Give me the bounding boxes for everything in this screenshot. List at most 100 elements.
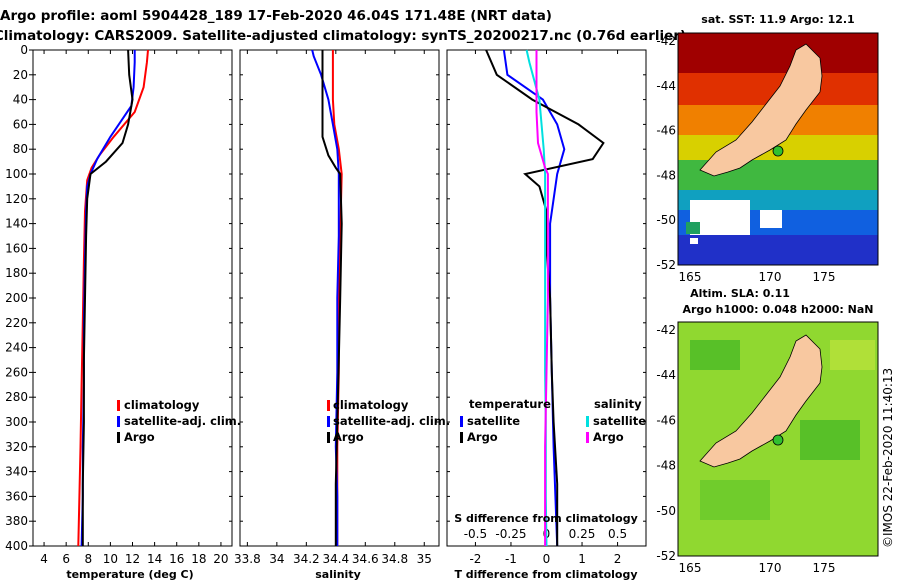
legend-swatch-climatology — [117, 400, 120, 411]
s-difference-tick-label: 0.25 — [569, 527, 596, 541]
x-tick-label: 34 — [269, 552, 284, 566]
s-difference-tick-label: -0.5 — [464, 527, 487, 541]
depth-tick-label: 220 — [5, 316, 28, 330]
depth-tick-label: 300 — [5, 415, 28, 429]
temperature-lines — [77, 49, 149, 547]
depth-tick-label: 280 — [5, 390, 28, 404]
legend-sal-satellite-label: satellite — [593, 414, 646, 428]
series-line-temperature-satellite — [502, 49, 566, 547]
map-y-tick-label: -44 — [656, 79, 676, 93]
x-tick-label: 8 — [84, 552, 92, 566]
series-line-temperature-argo — [485, 49, 605, 546]
legend-swatch-climatology — [327, 400, 330, 411]
map-y-tick-label: -44 — [656, 368, 676, 382]
depth-tick-label: 20 — [13, 68, 28, 82]
legend-temperature-title: temperature — [469, 397, 551, 411]
legend-salinity-title: salinity — [594, 397, 642, 411]
series-line-salinity-argo — [535, 50, 549, 546]
map-y-tick-label: -42 — [656, 323, 676, 337]
map-x-tick-label: 165 — [679, 561, 702, 575]
map-y-tick-label: -46 — [656, 413, 676, 427]
x-tick-label: 33.8 — [234, 552, 261, 566]
depth-tick-label: 340 — [5, 465, 28, 479]
series-line-argo — [81, 49, 134, 546]
map-x-tick-label: 175 — [813, 561, 836, 575]
depth-tick-label: 140 — [5, 217, 28, 231]
x-tick-label: 12 — [125, 552, 140, 566]
x-tick-label: 34.8 — [381, 552, 408, 566]
legend-swatch-satellite — [117, 416, 120, 427]
legend-swatch-temp-argo — [460, 432, 463, 443]
x-tick-label: 16 — [169, 552, 184, 566]
legend-swatch-argo — [327, 432, 330, 443]
legend-swatch-argo — [117, 432, 120, 443]
depth-tick-label: 160 — [5, 241, 28, 255]
sst-band-darkred — [678, 33, 878, 73]
map-x-tick-label: 170 — [759, 270, 782, 284]
x-tick-label: 14 — [147, 552, 162, 566]
depth-axis: 0 20 40 60 80 100 120 140 160 180 200 220 240 260 280 3… — [5, 43, 646, 553]
map-x-tick-label: 175 — [813, 270, 836, 284]
sst-map — [678, 33, 878, 265]
depth-tick-label: 180 — [5, 266, 28, 280]
temperature-x-label: temperature (deg C) — [66, 568, 193, 580]
s-difference-tick-label: 0.5 — [608, 527, 627, 541]
series-line-climatology — [77, 49, 149, 547]
depth-tick-label: 380 — [5, 514, 28, 528]
sla-patch — [800, 420, 860, 460]
legend-temp-argo-label: Argo — [467, 430, 498, 444]
x-tick-label: 4 — [40, 552, 48, 566]
map-y-tick-label: -46 — [656, 124, 676, 138]
sla-patch — [830, 340, 875, 370]
difference-lines — [485, 49, 605, 547]
legend-swatch-temp-satellite — [460, 416, 463, 427]
salinity-legend: climatology satellite-adj. clim. Argo — [327, 398, 450, 444]
salinity-lines — [311, 49, 343, 546]
map-y-tick-label: -50 — [656, 504, 676, 518]
new-zealand-land — [699, 334, 823, 468]
depth-tick-label: 200 — [5, 291, 28, 305]
map-x-tick-label: 170 — [759, 561, 782, 575]
salinity-x-ticks: 33.8 34 34.2 34.4 34.6 34.8 35 — [234, 50, 432, 566]
x-tick-label: 35 — [417, 552, 432, 566]
x-tick-label: 18 — [191, 552, 206, 566]
sla-patch — [690, 340, 740, 370]
x-tick-label: 34.2 — [293, 552, 320, 566]
map-y-tick-label: -48 — [656, 168, 676, 182]
depth-tick-label: 240 — [5, 341, 28, 355]
depth-tick-label: 0 — [20, 43, 28, 57]
map-y-tick-label: -52 — [656, 549, 676, 563]
depth-tick-label: 360 — [5, 489, 28, 503]
sla-map-ticks: 165 170 175 -42 -44 -46 -48 -50 -52 — [656, 323, 835, 575]
map-x-tick-label: 165 — [679, 270, 702, 284]
s-difference-label: S difference from climatology — [454, 512, 638, 525]
legend-argo-label: Argo — [333, 430, 364, 444]
x-tick-label: -2 — [469, 552, 481, 566]
x-tick-label: 1 — [578, 552, 586, 566]
argo-float-marker — [772, 434, 784, 446]
sla-title-line-1: Altim. SLA: 0.11 — [690, 287, 790, 300]
sla-map-frame — [677, 321, 879, 557]
legend-satellite-label: satellite-adj. clim. — [333, 414, 450, 428]
x-tick-label: 34.4 — [322, 552, 349, 566]
x-tick-label: 2 — [614, 552, 622, 566]
depth-tick-label: 120 — [5, 192, 28, 206]
temperature-x-ticks: 4 6 8 10 12 14 16 18 20 — [40, 50, 229, 566]
new-zealand-land — [699, 43, 823, 177]
sst-map-ticks: 165 170 175 -42 -44 -46 -48 -50 -52 — [656, 34, 835, 284]
sst-patch — [686, 222, 700, 234]
depth-tick-label: 320 — [5, 440, 28, 454]
legend-climatology-label: climatology — [333, 398, 409, 412]
x-tick-label: 0 — [543, 552, 551, 566]
sst-map-frame — [677, 32, 879, 266]
depth-tick-label: 100 — [5, 167, 28, 181]
x-tick-label: -1 — [505, 552, 517, 566]
legend-argo-label: Argo — [124, 430, 155, 444]
sla-title-line-2: Argo h1000: 0.048 h2000: NaN — [682, 303, 873, 316]
temperature-panel — [32, 49, 233, 547]
x-tick-label: 34.6 — [352, 552, 379, 566]
salinity-x-label: salinity — [315, 568, 361, 580]
legend-swatch-satellite — [327, 416, 330, 427]
series-line-satellite-adj-clim- — [80, 50, 136, 547]
